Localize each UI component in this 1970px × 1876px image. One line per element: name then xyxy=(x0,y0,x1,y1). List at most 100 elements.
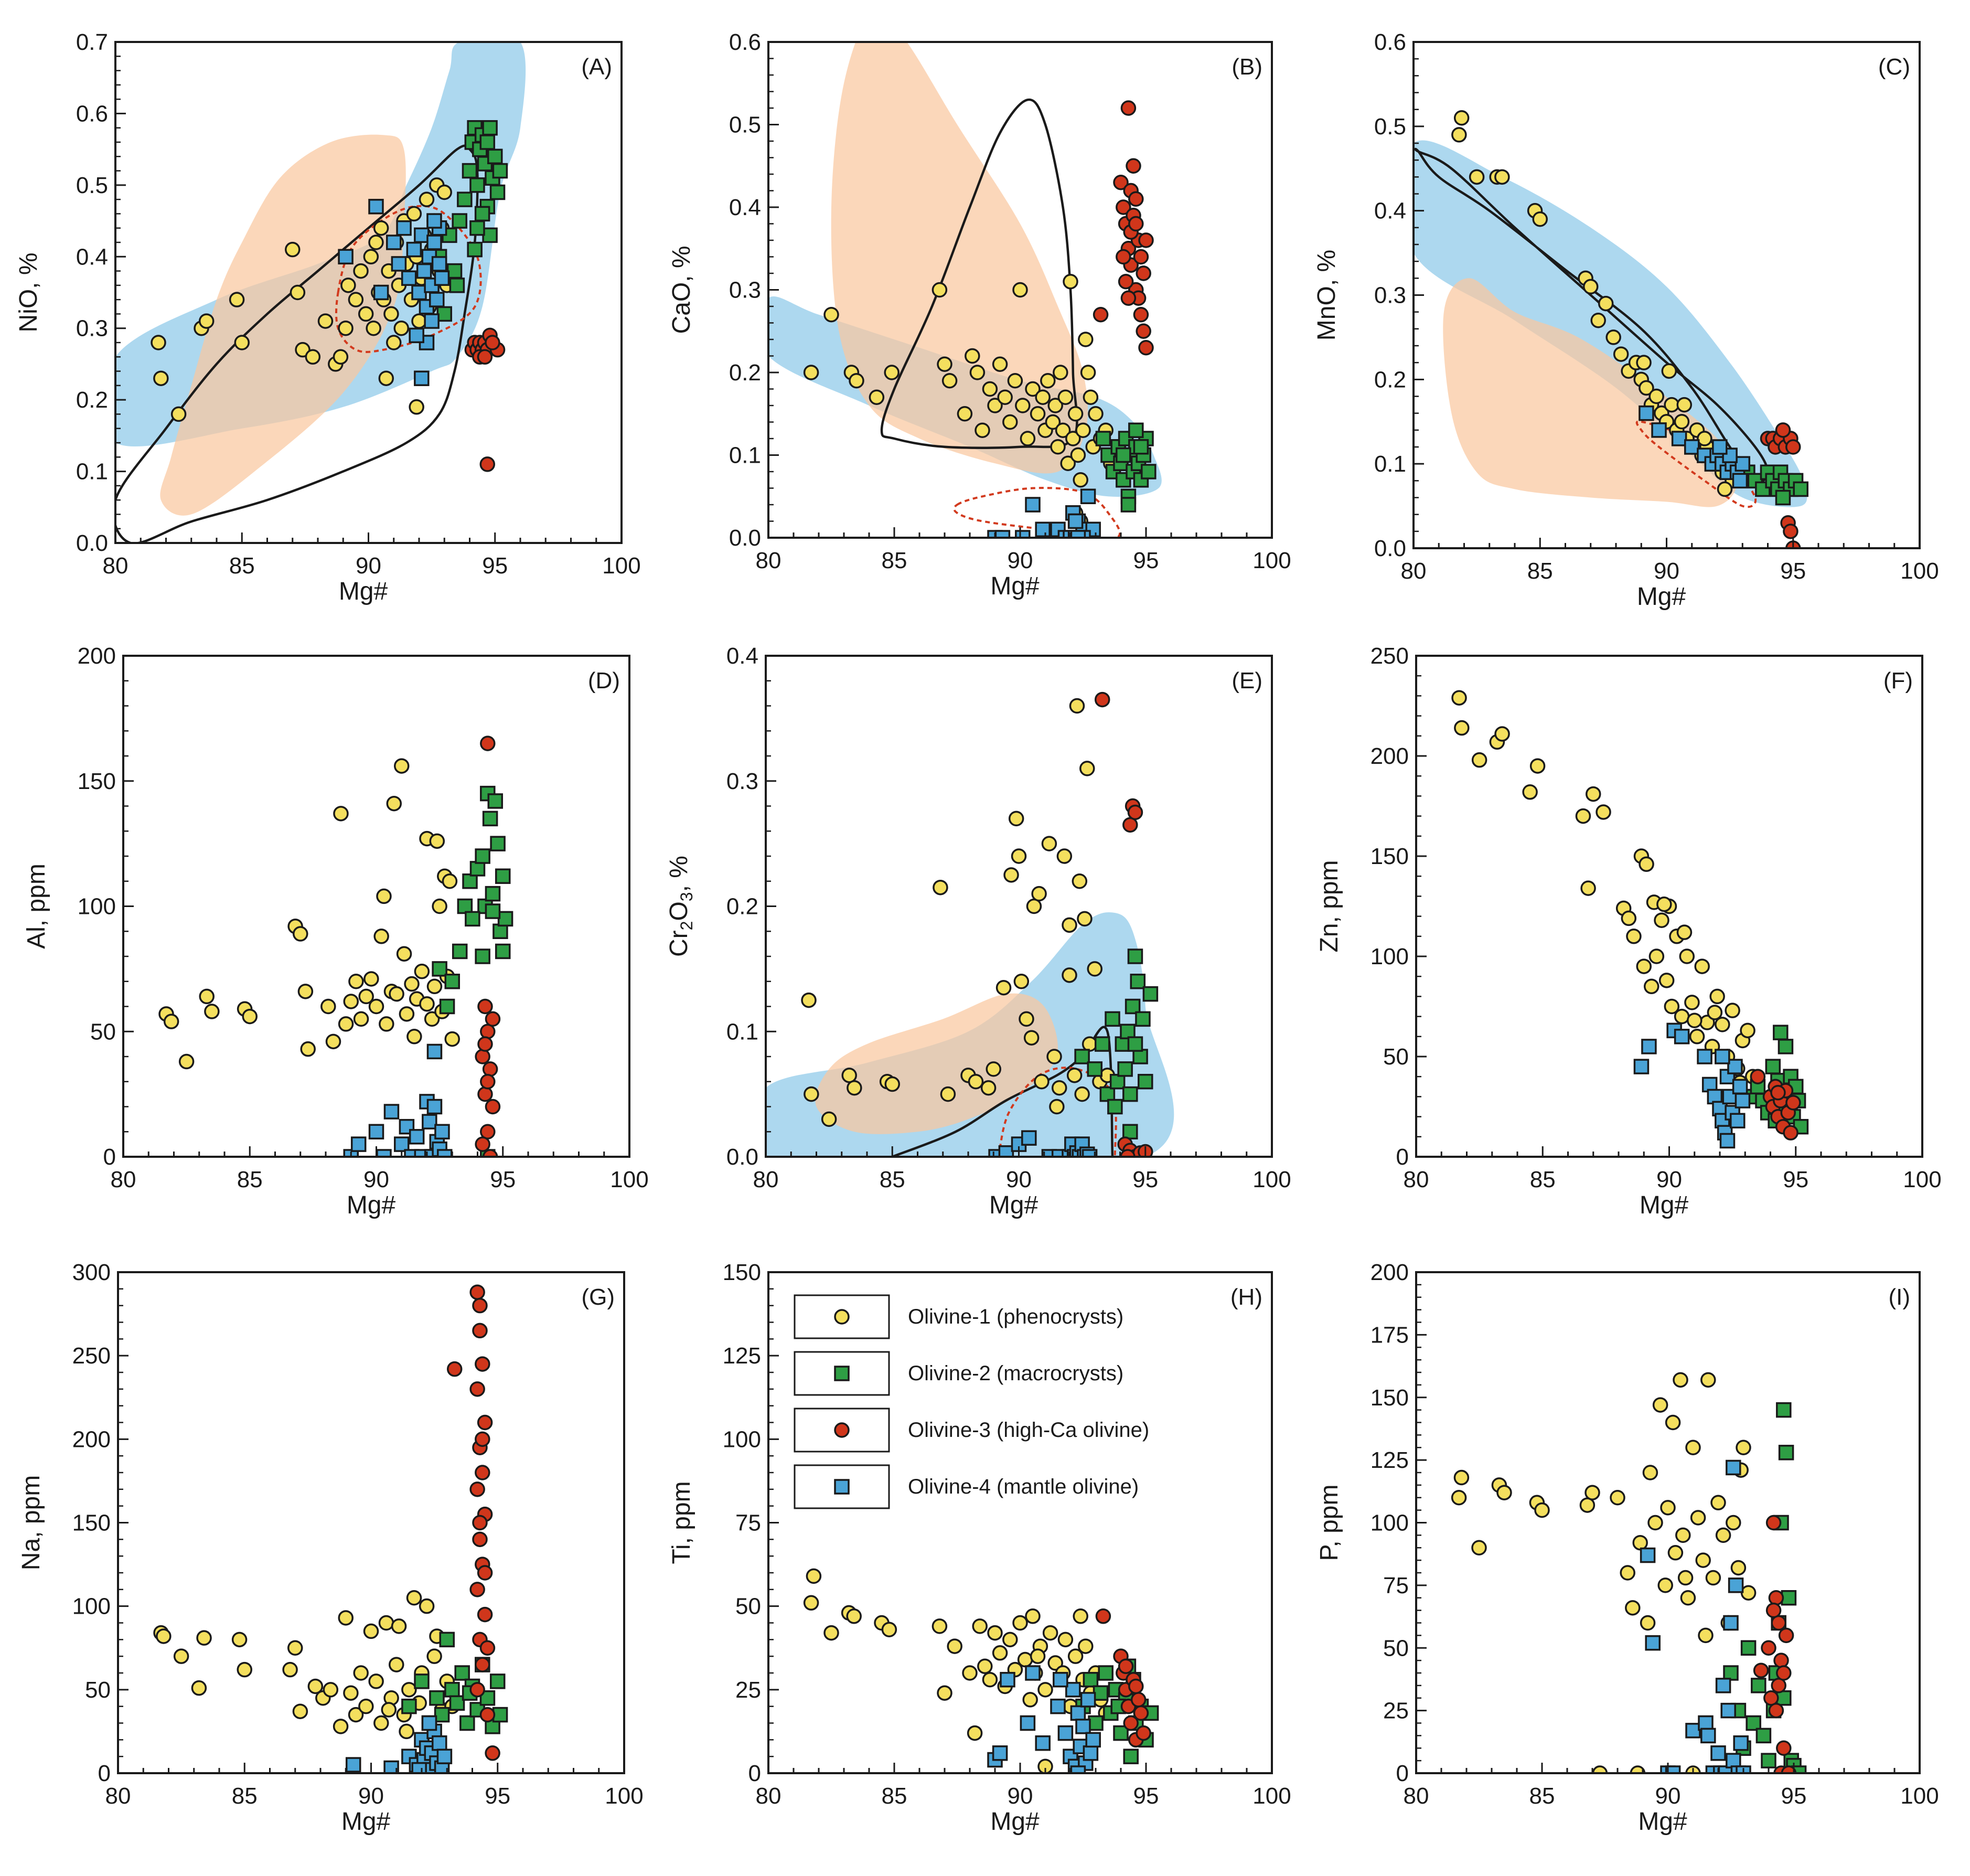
panel-label: (C) xyxy=(1878,54,1910,80)
point xyxy=(432,898,447,914)
point xyxy=(1060,455,1076,471)
point xyxy=(1022,1692,1038,1708)
series-f-3 xyxy=(1750,1069,1801,1140)
point xyxy=(1025,381,1041,397)
point xyxy=(1065,431,1081,446)
x-tick-label: 100 xyxy=(1900,558,1939,584)
point xyxy=(307,1678,324,1694)
point xyxy=(368,199,384,215)
x-axis-label: Mg# xyxy=(339,578,388,605)
point xyxy=(884,1076,900,1092)
point xyxy=(1056,848,1073,864)
point xyxy=(965,348,980,364)
point xyxy=(1067,1648,1084,1664)
point xyxy=(482,811,498,827)
y-tick-label: 100 xyxy=(1371,944,1409,969)
point xyxy=(1125,998,1141,1015)
x-tick-label: 85 xyxy=(880,1167,905,1192)
series-i-1 xyxy=(1451,1372,1757,1773)
series-d-1 xyxy=(158,758,460,1070)
y-tick-label: 0.6 xyxy=(729,29,761,55)
point xyxy=(449,278,465,293)
point xyxy=(358,306,374,322)
point xyxy=(1776,1402,1792,1418)
point xyxy=(1035,389,1051,405)
x-tick-label: 100 xyxy=(1252,548,1291,573)
point xyxy=(1641,1039,1657,1054)
y-tick-label: 250 xyxy=(72,1343,111,1369)
point xyxy=(325,1033,341,1050)
y-axis-label-part: , % xyxy=(665,856,693,892)
y-axis-label: Cr2O3, % xyxy=(665,856,696,957)
point xyxy=(967,1725,983,1741)
point xyxy=(1640,1615,1656,1631)
y-axis-label: Ti, ppm xyxy=(668,1481,695,1564)
point xyxy=(823,307,839,323)
point xyxy=(1118,274,1134,290)
plot-area-a xyxy=(115,42,526,543)
y-axis-label: Na, ppm xyxy=(17,1475,45,1570)
point xyxy=(1781,1590,1797,1606)
point xyxy=(1698,1715,1714,1731)
point xyxy=(933,879,948,896)
point xyxy=(383,1760,399,1773)
point xyxy=(282,1661,298,1678)
x-tick-label: 90 xyxy=(363,1167,389,1192)
point xyxy=(409,327,424,344)
point xyxy=(1676,924,1693,940)
point xyxy=(1136,323,1151,339)
point xyxy=(477,1606,493,1623)
point xyxy=(1733,1735,1749,1751)
point xyxy=(1128,216,1144,232)
y-tick-label: 150 xyxy=(72,1510,111,1536)
y-tick-label: 0.0 xyxy=(1374,536,1406,561)
point xyxy=(957,406,973,422)
point xyxy=(1674,1029,1690,1044)
point xyxy=(992,1745,1008,1761)
y-tick-label: 200 xyxy=(78,643,116,669)
x-tick-label: 100 xyxy=(605,1783,643,1809)
point xyxy=(475,1465,490,1480)
point xyxy=(173,1648,189,1664)
point xyxy=(1778,1039,1794,1054)
point xyxy=(1133,1705,1149,1721)
point xyxy=(803,365,819,380)
x-tick-label: 100 xyxy=(1900,1783,1939,1809)
x-tick-label: 95 xyxy=(490,1167,516,1192)
point xyxy=(474,206,490,222)
point xyxy=(457,191,473,207)
point xyxy=(1133,307,1149,323)
y-tick-label: 0.1 xyxy=(1374,451,1406,477)
legend-label: Olivine-2 (macrocrysts) xyxy=(908,1362,1123,1385)
point xyxy=(1451,127,1467,143)
y-tick-label: 0.7 xyxy=(76,29,108,55)
panel-label: (F) xyxy=(1883,668,1913,694)
point xyxy=(234,335,250,350)
point xyxy=(1047,1655,1063,1671)
point xyxy=(1652,1397,1668,1413)
point xyxy=(1133,439,1149,455)
x-axis-label: Mg# xyxy=(1637,583,1686,611)
point xyxy=(431,256,447,272)
y-tick-label: 25 xyxy=(735,1677,761,1703)
point xyxy=(472,1531,488,1548)
point xyxy=(1732,1079,1748,1095)
point xyxy=(287,1640,303,1656)
point xyxy=(1740,1022,1755,1039)
plot-area-b xyxy=(768,42,1162,538)
point xyxy=(1717,481,1733,497)
point xyxy=(1726,1753,1741,1768)
panel-label: (D) xyxy=(588,668,620,694)
point xyxy=(475,1431,490,1447)
point xyxy=(406,241,422,258)
point xyxy=(376,888,392,904)
point xyxy=(1040,373,1056,389)
series-f-1 xyxy=(1451,690,1761,1091)
point xyxy=(434,270,450,286)
panel-e: 80 85 90 95 100 0.0 0.1 0.2 0.3 0.4 Mg# Cr2O3, % (E) xyxy=(665,643,1291,1219)
x-tick-label: 95 xyxy=(1783,1167,1808,1192)
point xyxy=(178,1053,195,1070)
point xyxy=(987,1625,1003,1641)
point xyxy=(406,1590,422,1606)
point xyxy=(1715,1678,1731,1693)
